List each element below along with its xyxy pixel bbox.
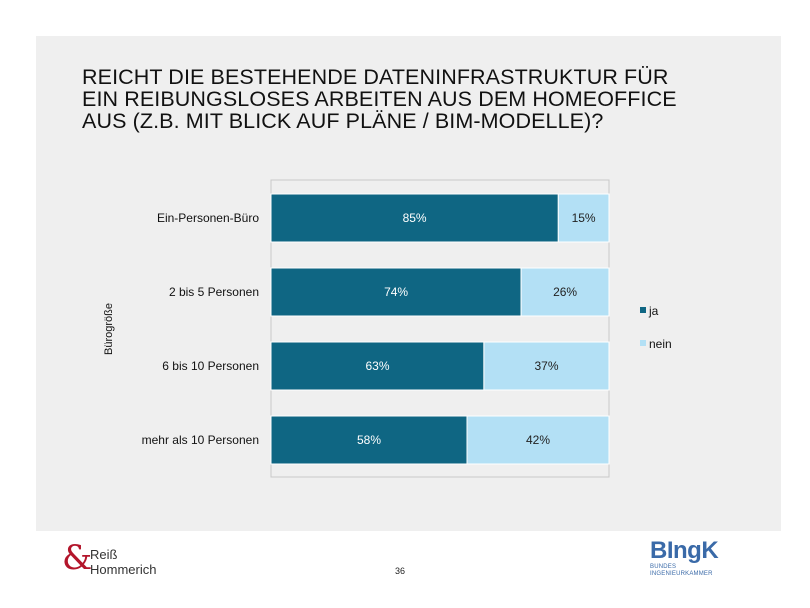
- bingk-subline-2: INGENIEURKAMMER: [650, 571, 713, 577]
- category-label-0: Ein-Personen-Büro: [157, 211, 259, 225]
- data-label-nein-0: 15%: [572, 211, 596, 225]
- title-line-2: EIN REIBUNGSLOSES ARBEITEN AUS DEM HOMEO…: [82, 87, 677, 111]
- bar-nein-0: [557, 193, 610, 243]
- data-label-nein-2: 37%: [534, 359, 558, 373]
- reiss-hommerich-logo: & Reiß Hommerich: [62, 538, 182, 580]
- category-label-2: 6 bis 10 Personen: [162, 359, 259, 373]
- category-labels: Ein-Personen-Büro 2 bis 5 Personen 6 bis 1…: [142, 211, 260, 447]
- plot-area-border: [270, 179, 610, 478]
- bingk-wordmark: BIngK: [650, 537, 719, 564]
- bar-ja-0: [270, 193, 559, 243]
- bar-ja-2: [270, 341, 485, 391]
- title-line-1: REICHT DIE BESTEHENDE DATENINFRASTRUKTUR…: [82, 65, 669, 89]
- logo-line-reiss: Reiß: [90, 547, 118, 562]
- legend-label-nein: nein: [649, 337, 672, 351]
- data-label-ja-3: 58%: [357, 433, 381, 447]
- chart-title: REICHT DIE BESTEHENDE DATENINFRASTRUKTUR…: [82, 66, 762, 132]
- reiss-hommerich-wordmark: Reiß Hommerich: [90, 547, 156, 577]
- data-label-nein-3: 42%: [526, 433, 550, 447]
- y-axis-label: Bürogröße: [103, 303, 115, 355]
- legend-label-ja: ja: [648, 304, 659, 318]
- bingk-subline-1: BUNDES: [650, 564, 677, 570]
- logo-line-hommerich: Hommerich: [90, 562, 157, 577]
- ampersand-logo-mark: &: [62, 538, 93, 578]
- data-label-ja-2: 63%: [365, 359, 389, 373]
- category-label-1: 2 bis 5 Personen: [169, 285, 259, 299]
- bar-nein-2: [483, 341, 610, 391]
- bar-nein-3: [466, 415, 610, 465]
- legend: ja nein: [640, 304, 672, 351]
- data-label-ja-1: 74%: [384, 285, 408, 299]
- bar-nein-1: [520, 267, 610, 317]
- bar-ja-1: [270, 267, 522, 317]
- data-label-ja-0: 85%: [403, 211, 427, 225]
- legend-swatch-nein: [640, 340, 646, 346]
- page-number: 36: [395, 566, 406, 576]
- legend-swatch-ja: [640, 307, 646, 313]
- bingk-logo: BIngK BUNDES INGENIEURKAMMER: [650, 538, 760, 580]
- category-label-3: mehr als 10 Personen: [142, 433, 259, 447]
- data-label-nein-1: 26%: [553, 285, 577, 299]
- title-line-3: AUS (Z.B. MIT BLICK AUF PLÄNE / BIM-MODE…: [82, 109, 604, 133]
- bar-group: 85% 15% 74% 26% 63% 37% 58% 42%: [270, 193, 610, 465]
